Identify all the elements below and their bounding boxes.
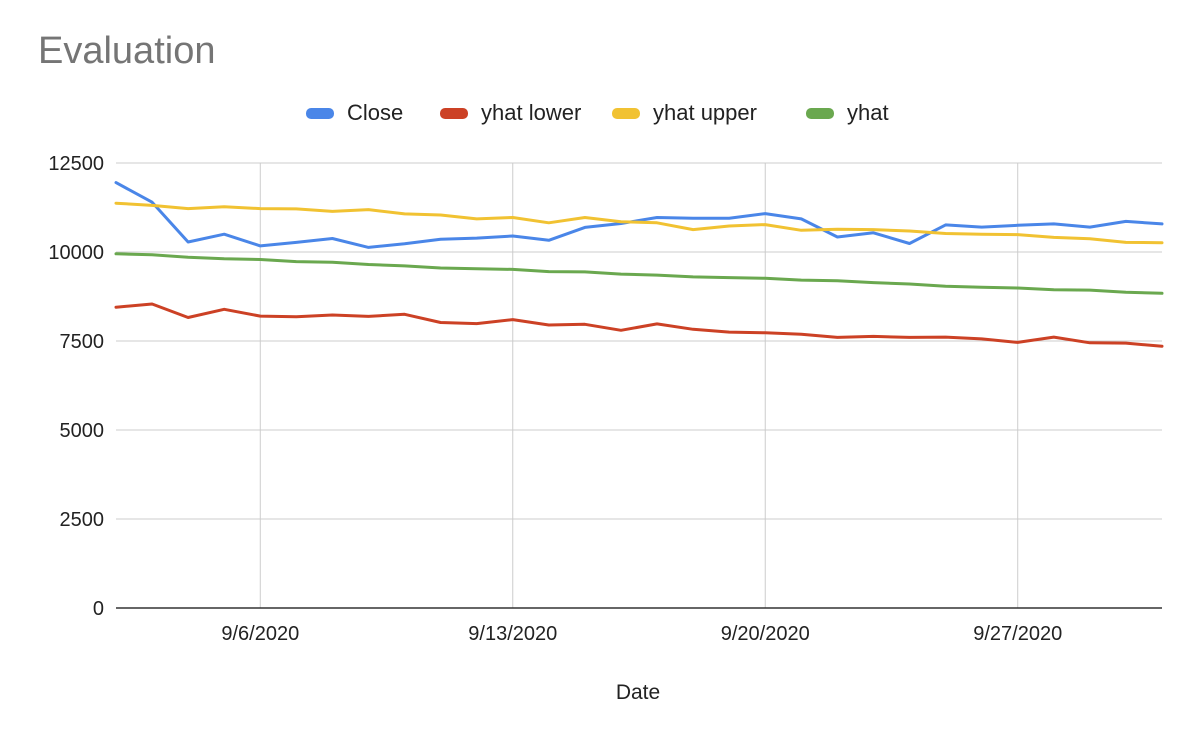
legend-swatch-yhat-upper (612, 108, 640, 119)
legend: Close yhat lower yhat upper yhat (306, 100, 889, 125)
y-tick-label: 10000 (48, 242, 104, 264)
series-lines (114, 181, 1164, 348)
x-tick-label: 9/20/2020 (721, 623, 810, 645)
grid-lines (116, 162, 1162, 608)
x-tick-label: 9/6/2020 (221, 623, 299, 645)
legend-swatch-yhat (806, 108, 834, 119)
legend-swatch-yhat-lower (440, 108, 468, 119)
legend-label-close: Close (347, 100, 403, 125)
y-tick-label: 12500 (48, 153, 104, 175)
x-axis-title: Date (616, 681, 660, 704)
y-tick-label: 2500 (60, 509, 105, 531)
series-line-yhat-upper (114, 201, 1164, 245)
axes: 0 2500 5000 7500 10000 12500 9/6/2020 9/13/2020… (48, 153, 1162, 645)
legend-label-yhat: yhat (847, 100, 889, 125)
x-tick-label: 9/13/2020 (468, 623, 557, 645)
series-line-yhat-lower (114, 302, 1164, 348)
legend-swatch-close (306, 108, 334, 119)
x-tick-label: 9/27/2020 (973, 623, 1062, 645)
series-line-close (114, 181, 1164, 249)
y-tick-label: 0 (93, 598, 104, 620)
legend-label-yhat-lower: yhat lower (481, 100, 581, 125)
y-tick-label: 7500 (60, 331, 105, 353)
y-tick-label: 5000 (60, 420, 105, 442)
series-line-yhat (114, 252, 1164, 295)
chart-title: Evaluation (38, 30, 216, 72)
legend-label-yhat-upper: yhat upper (653, 100, 757, 125)
